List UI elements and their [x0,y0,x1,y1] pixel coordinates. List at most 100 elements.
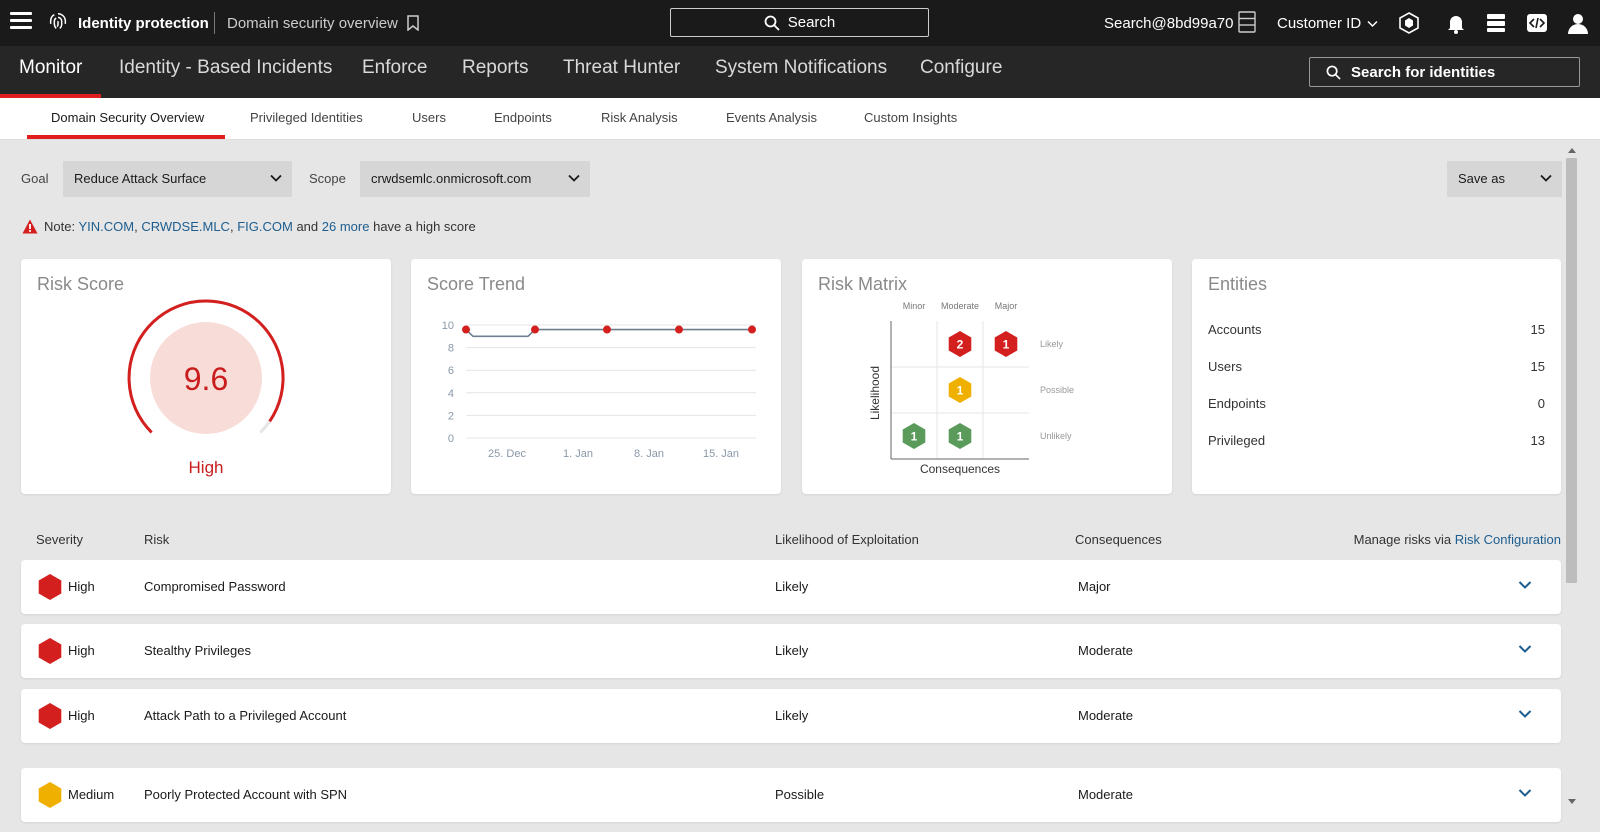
nav-enforce[interactable]: Enforce [362,57,428,78]
entity-row-users[interactable]: Users 15 [1208,359,1545,374]
sub-nav: Domain Security Overview Privileged Iden… [0,98,1600,140]
matrix-row-label: Likely [1040,339,1064,349]
col-header-consequences[interactable]: Consequences [1075,532,1162,547]
trend-point [748,325,756,334]
warning-icon [22,219,38,234]
risk-row[interactable]: High Stealthy Privileges Likely Moderate [21,624,1561,678]
trend-point [462,325,470,334]
goal-value: Reduce Attack Surface [74,171,207,186]
entity-count: 15 [1530,359,1545,374]
matrix-x-axis-label: Consequences [920,462,1000,476]
entity-count: 0 [1537,396,1545,411]
risk-matrix-card: Risk Matrix Minor Moderate Major Likely Poss… [802,259,1172,494]
chevron-down-icon [1540,174,1552,182]
matrix-count-label: 1 [957,384,964,398]
risk-name: Poorly Protected Account with SPN [144,787,348,802]
goal-select[interactable]: Reduce Attack Surface [63,161,292,197]
tab-custom-insights[interactable]: Custom Insights [864,110,958,125]
col-header-severity[interactable]: Severity [36,532,83,547]
tab-events-analysis[interactable]: Events Analysis [726,110,818,125]
entity-row-accounts[interactable]: Accounts 15 [1208,322,1545,337]
chevron-down-icon [568,174,580,182]
global-search-button[interactable]: Search [670,8,929,37]
domain-link-crwdse[interactable]: CRWDSE.MLC [141,219,230,234]
risk-configuration-link[interactable]: Risk Configuration [1454,532,1561,547]
server-icon[interactable] [1484,11,1508,35]
matrix-count-label: 2 [957,338,964,352]
database-icon[interactable] [1238,11,1256,33]
tab-endpoints[interactable]: Endpoints [494,110,552,125]
chevron-down-icon [270,174,282,182]
consequences-value: Major [1078,579,1111,594]
shield-badge-icon[interactable] [1397,11,1421,35]
nav-monitor[interactable]: Monitor [19,57,83,78]
scope-select[interactable]: crwdsemlc.onmicrosoft.com [360,161,590,197]
domain-link-yin[interactable]: YIN.COM [78,219,135,234]
entity-count: 15 [1530,322,1545,337]
scroll-up-arrow-icon[interactable] [1568,147,1576,153]
domain-link-fig[interactable]: FIG.COM [237,219,293,234]
x-tick-label: 8. Jan [634,448,664,460]
goal-label: Goal [21,171,49,186]
identity-search-button[interactable]: Search for identities [1309,57,1580,87]
user-profile-icon[interactable] [1566,11,1590,35]
tab-risk-analysis[interactable]: Risk Analysis [601,110,678,125]
save-as-label: Save as [1458,171,1505,186]
customer-id-dropdown[interactable]: Customer ID [1277,15,1378,32]
likelihood-value: Likely [775,708,809,723]
expand-chevron-icon[interactable] [1518,580,1532,590]
entity-row-endpoints[interactable]: Endpoints 0 [1208,396,1545,411]
nav-system-notifications[interactable]: System Notifications [715,57,888,78]
tab-domain-security-overview[interactable]: Domain Security Overview [51,110,205,125]
fingerprint-icon [49,13,67,29]
expand-chevron-icon[interactable] [1518,709,1532,719]
risk-score-level: High [188,458,224,477]
entities-card: Entities Accounts 15 Users 15 Endpoints … [1192,259,1561,494]
bookmark-icon[interactable] [407,15,419,31]
hamburger-menu-icon[interactable] [10,12,32,32]
scope-value: crwdsemlc.onmicrosoft.com [371,171,532,186]
col-header-risk[interactable]: Risk [144,532,170,547]
consequences-value: Moderate [1078,708,1133,723]
user-account[interactable]: Search@8bd99a70 [1104,15,1234,32]
x-tick-label: 15. Jan [703,448,739,460]
high-score-note: Note: YIN.COM, CRWDSE.MLC, FIG.COM and 2… [22,219,476,234]
expand-chevron-icon[interactable] [1518,788,1532,798]
nav-configure[interactable]: Configure [920,57,1003,78]
search-icon [764,15,780,31]
search-icon [1326,65,1341,80]
entity-row-privileged[interactable]: Privileged 13 [1208,433,1545,448]
global-search-label: Search [787,14,836,31]
app-title[interactable]: Identity protection [78,15,209,32]
risk-row[interactable]: High Attack Path to a Privileged Account… [21,689,1561,743]
tab-users[interactable]: Users [412,110,446,125]
likelihood-value: Likely [775,579,809,594]
severity-hexagon-icon [38,574,62,600]
bell-icon[interactable] [1444,11,1468,35]
divider [214,12,215,34]
risk-row[interactable]: Medium Poorly Protected Account with SPN… [21,768,1561,822]
severity-label: High [68,708,95,723]
nav-reports[interactable]: Reports [462,57,529,78]
matrix-column-label: Moderate [941,301,979,311]
risk-row[interactable]: High Compromised Password Likely Major [21,560,1561,614]
active-nav-indicator [0,94,101,98]
scroll-down-arrow-icon[interactable] [1568,799,1576,805]
col-header-likelihood[interactable]: Likelihood of Exploitation [775,532,919,547]
matrix-row-label: Unlikely [1040,431,1072,441]
active-tab-indicator [27,135,225,139]
expand-chevron-icon[interactable] [1518,644,1532,654]
risk-name: Compromised Password [144,579,286,594]
matrix-hexagon [948,377,972,403]
entities-title: Entities [1208,274,1268,294]
nav-threat-hunter[interactable]: Threat Hunter [563,57,681,78]
risk-score-value: 9.6 [183,361,229,397]
matrix-count-label: 1 [911,430,918,444]
tab-privileged-identities[interactable]: Privileged Identities [250,110,363,125]
nav-identity-based-incidents[interactable]: Identity - Based Incidents [119,57,333,78]
scrollbar-thumb[interactable] [1566,158,1577,583]
more-domains-link[interactable]: 26 more [321,219,370,234]
code-icon[interactable] [1525,11,1549,35]
save-as-dropdown[interactable]: Save as [1447,161,1562,197]
risk-name: Stealthy Privileges [144,643,251,658]
